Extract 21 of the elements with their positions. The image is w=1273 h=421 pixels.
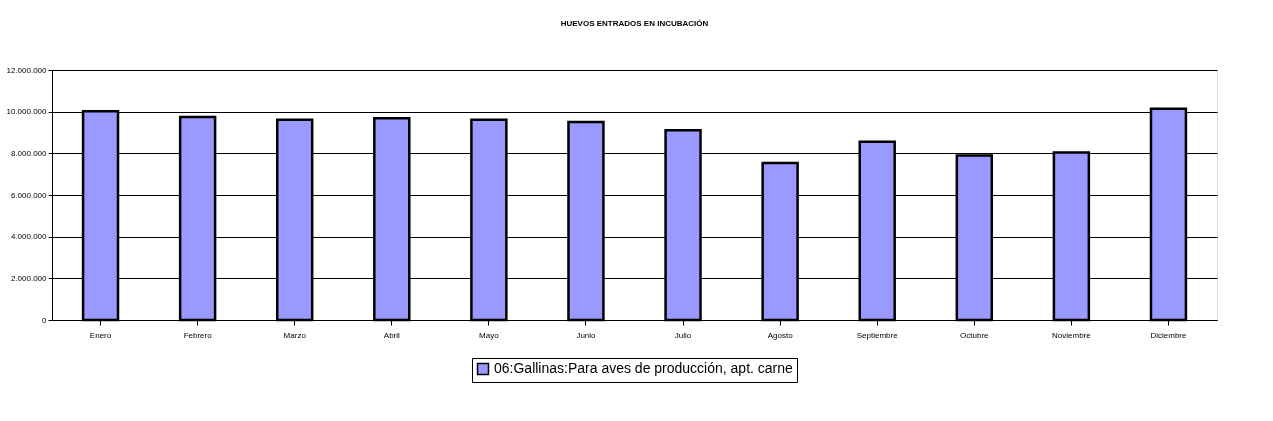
x-tick-label: Marzo: [283, 330, 307, 340]
x-tick-label: Mayo: [479, 330, 500, 340]
x-tick-label: Agosto: [767, 330, 794, 340]
y-tick-label: 6.000.000: [10, 190, 48, 200]
y-tick-label: 0: [42, 315, 48, 325]
x-tick-label: Octubre: [960, 330, 990, 340]
chart-title: HUEVOS ENTRADOS EN INCUBACIÓN: [560, 19, 709, 28]
x-tick-label: Febrero: [183, 330, 213, 340]
x-tick-label: Noviembre: [1052, 330, 1092, 340]
y-tick-label: 10.000.000: [6, 107, 48, 117]
y-tick-label: 8.000.000: [10, 148, 48, 158]
x-tick-label: Junio: [576, 330, 597, 340]
legend-label: 06:Gallinas:Para aves de producción, apt. carne: [494, 360, 794, 376]
x-tick-label: Septiembre: [856, 330, 899, 340]
y-tick-label: 2.000.000: [10, 273, 48, 283]
y-tick-label: 4.000.000: [10, 232, 48, 242]
x-tick-label: Enero: [89, 330, 112, 340]
x-tick-label: Abril: [383, 330, 401, 340]
y-tick-label: 12.000.000: [6, 65, 48, 75]
x-tick-label: Julio: [674, 330, 692, 340]
x-tick-label: Diciembre: [1150, 330, 1188, 340]
